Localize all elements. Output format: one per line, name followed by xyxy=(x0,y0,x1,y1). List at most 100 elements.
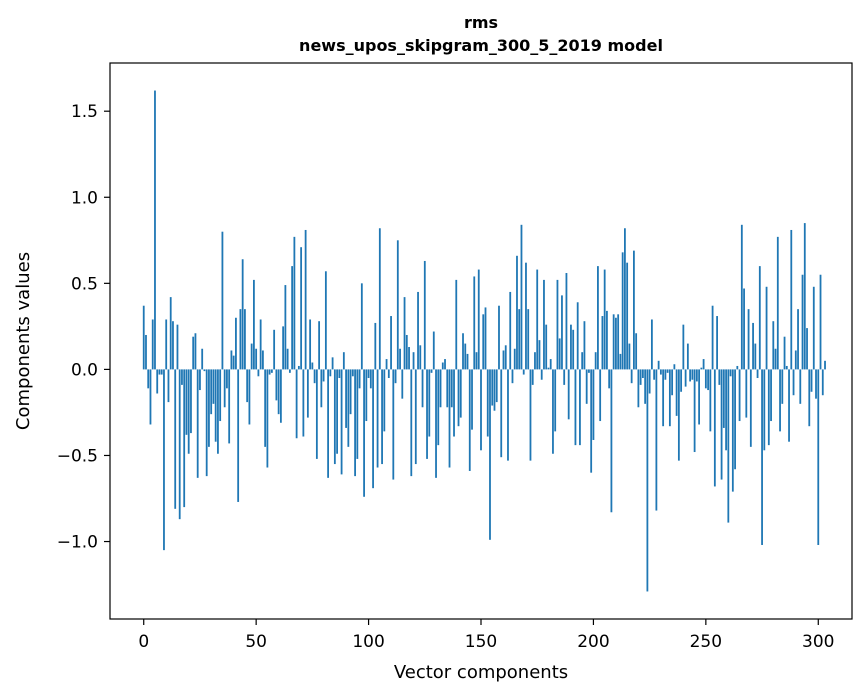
bar-29 xyxy=(208,369,210,447)
bar-133 xyxy=(441,362,444,370)
bar-162 xyxy=(507,369,509,461)
bar-103 xyxy=(374,322,377,370)
bar-200 xyxy=(592,369,595,440)
bar-269 xyxy=(747,309,750,370)
bar-250 xyxy=(704,369,707,389)
bar-276 xyxy=(763,369,766,451)
bar-280 xyxy=(772,321,775,370)
bar-113 xyxy=(396,240,399,370)
bar-130 xyxy=(435,369,437,478)
bar-74 xyxy=(309,319,312,370)
bar-93 xyxy=(351,369,354,377)
bar-169 xyxy=(522,369,525,375)
bar-55 xyxy=(266,369,269,468)
bar-125 xyxy=(423,260,426,370)
bar-6 xyxy=(156,369,159,394)
bar-187 xyxy=(563,369,566,385)
bar-253 xyxy=(711,305,714,370)
bar-181 xyxy=(549,359,552,370)
bar-131 xyxy=(437,369,440,446)
bar-197 xyxy=(585,369,588,404)
bar-174 xyxy=(534,352,536,370)
bar-195 xyxy=(581,352,584,370)
bar-32 xyxy=(214,369,217,442)
bar-271 xyxy=(752,322,754,370)
bar-149 xyxy=(477,269,480,370)
bar-206 xyxy=(606,310,608,370)
bar-56 xyxy=(268,369,271,375)
bar-261 xyxy=(729,369,732,377)
bar-137 xyxy=(450,369,453,408)
bar-17 xyxy=(181,369,183,385)
bar-94 xyxy=(354,369,356,477)
bar-35 xyxy=(221,231,224,370)
bar-139 xyxy=(455,279,458,370)
bar-214 xyxy=(624,228,626,370)
bar-92 xyxy=(349,369,352,415)
bar-91 xyxy=(347,369,350,447)
bar-217 xyxy=(630,369,633,384)
bar-104 xyxy=(376,369,379,468)
bar-262 xyxy=(731,369,734,492)
bar-211 xyxy=(617,314,620,370)
bar-216 xyxy=(628,343,631,370)
bar-165 xyxy=(513,348,516,370)
bar-54 xyxy=(264,369,267,447)
bar-167 xyxy=(518,309,521,370)
bar-302 xyxy=(821,369,824,396)
bar-193 xyxy=(576,302,579,370)
bar-225 xyxy=(648,369,651,394)
bar-42 xyxy=(237,369,240,502)
bar-85 xyxy=(333,369,336,465)
bar-230 xyxy=(659,369,662,375)
bar-12 xyxy=(169,297,172,370)
bar-38 xyxy=(228,369,231,444)
bar-16 xyxy=(178,369,181,520)
bar-107 xyxy=(383,369,386,432)
x-axis-label: Vector components xyxy=(394,662,568,683)
bar-279 xyxy=(770,369,772,422)
x-tick-label: 300 xyxy=(802,632,834,652)
bar-9 xyxy=(163,369,165,551)
bar-228 xyxy=(655,369,658,511)
bar-299 xyxy=(815,369,817,399)
bar-99 xyxy=(365,369,368,422)
bar-11 xyxy=(167,369,170,403)
bar-176 xyxy=(538,340,541,370)
bar-156 xyxy=(493,369,496,411)
bar-7 xyxy=(158,369,161,375)
bar-205 xyxy=(603,269,606,370)
bar-117 xyxy=(405,334,408,370)
bar-160 xyxy=(502,350,505,370)
bar-159 xyxy=(500,369,503,458)
bar-0 xyxy=(142,305,145,370)
bar-184 xyxy=(556,279,559,370)
bar-180 xyxy=(547,367,550,370)
bar-236 xyxy=(673,364,676,370)
bar-19 xyxy=(185,369,188,435)
bar-5 xyxy=(154,90,156,370)
bar-202 xyxy=(597,266,599,370)
bar-212 xyxy=(619,353,622,370)
bar-273 xyxy=(756,369,759,379)
bar-227 xyxy=(653,369,656,380)
bar-220 xyxy=(637,369,640,408)
bar-235 xyxy=(671,369,674,396)
chart-title: rms xyxy=(464,13,498,32)
bar-108 xyxy=(385,359,388,370)
bar-31 xyxy=(212,369,215,404)
bar-86 xyxy=(336,369,338,454)
bar-268 xyxy=(745,369,748,418)
bar-145 xyxy=(468,369,471,471)
bar-109 xyxy=(387,369,390,379)
bar-185 xyxy=(558,338,561,370)
bar-100 xyxy=(367,369,370,379)
bar-278 xyxy=(767,369,770,446)
bar-60 xyxy=(277,369,280,415)
bar-67 xyxy=(293,236,296,370)
y-tick-label: 1.5 xyxy=(71,102,98,122)
bar-13 xyxy=(172,321,174,370)
bar-249 xyxy=(702,359,705,370)
bar-88 xyxy=(340,369,343,475)
